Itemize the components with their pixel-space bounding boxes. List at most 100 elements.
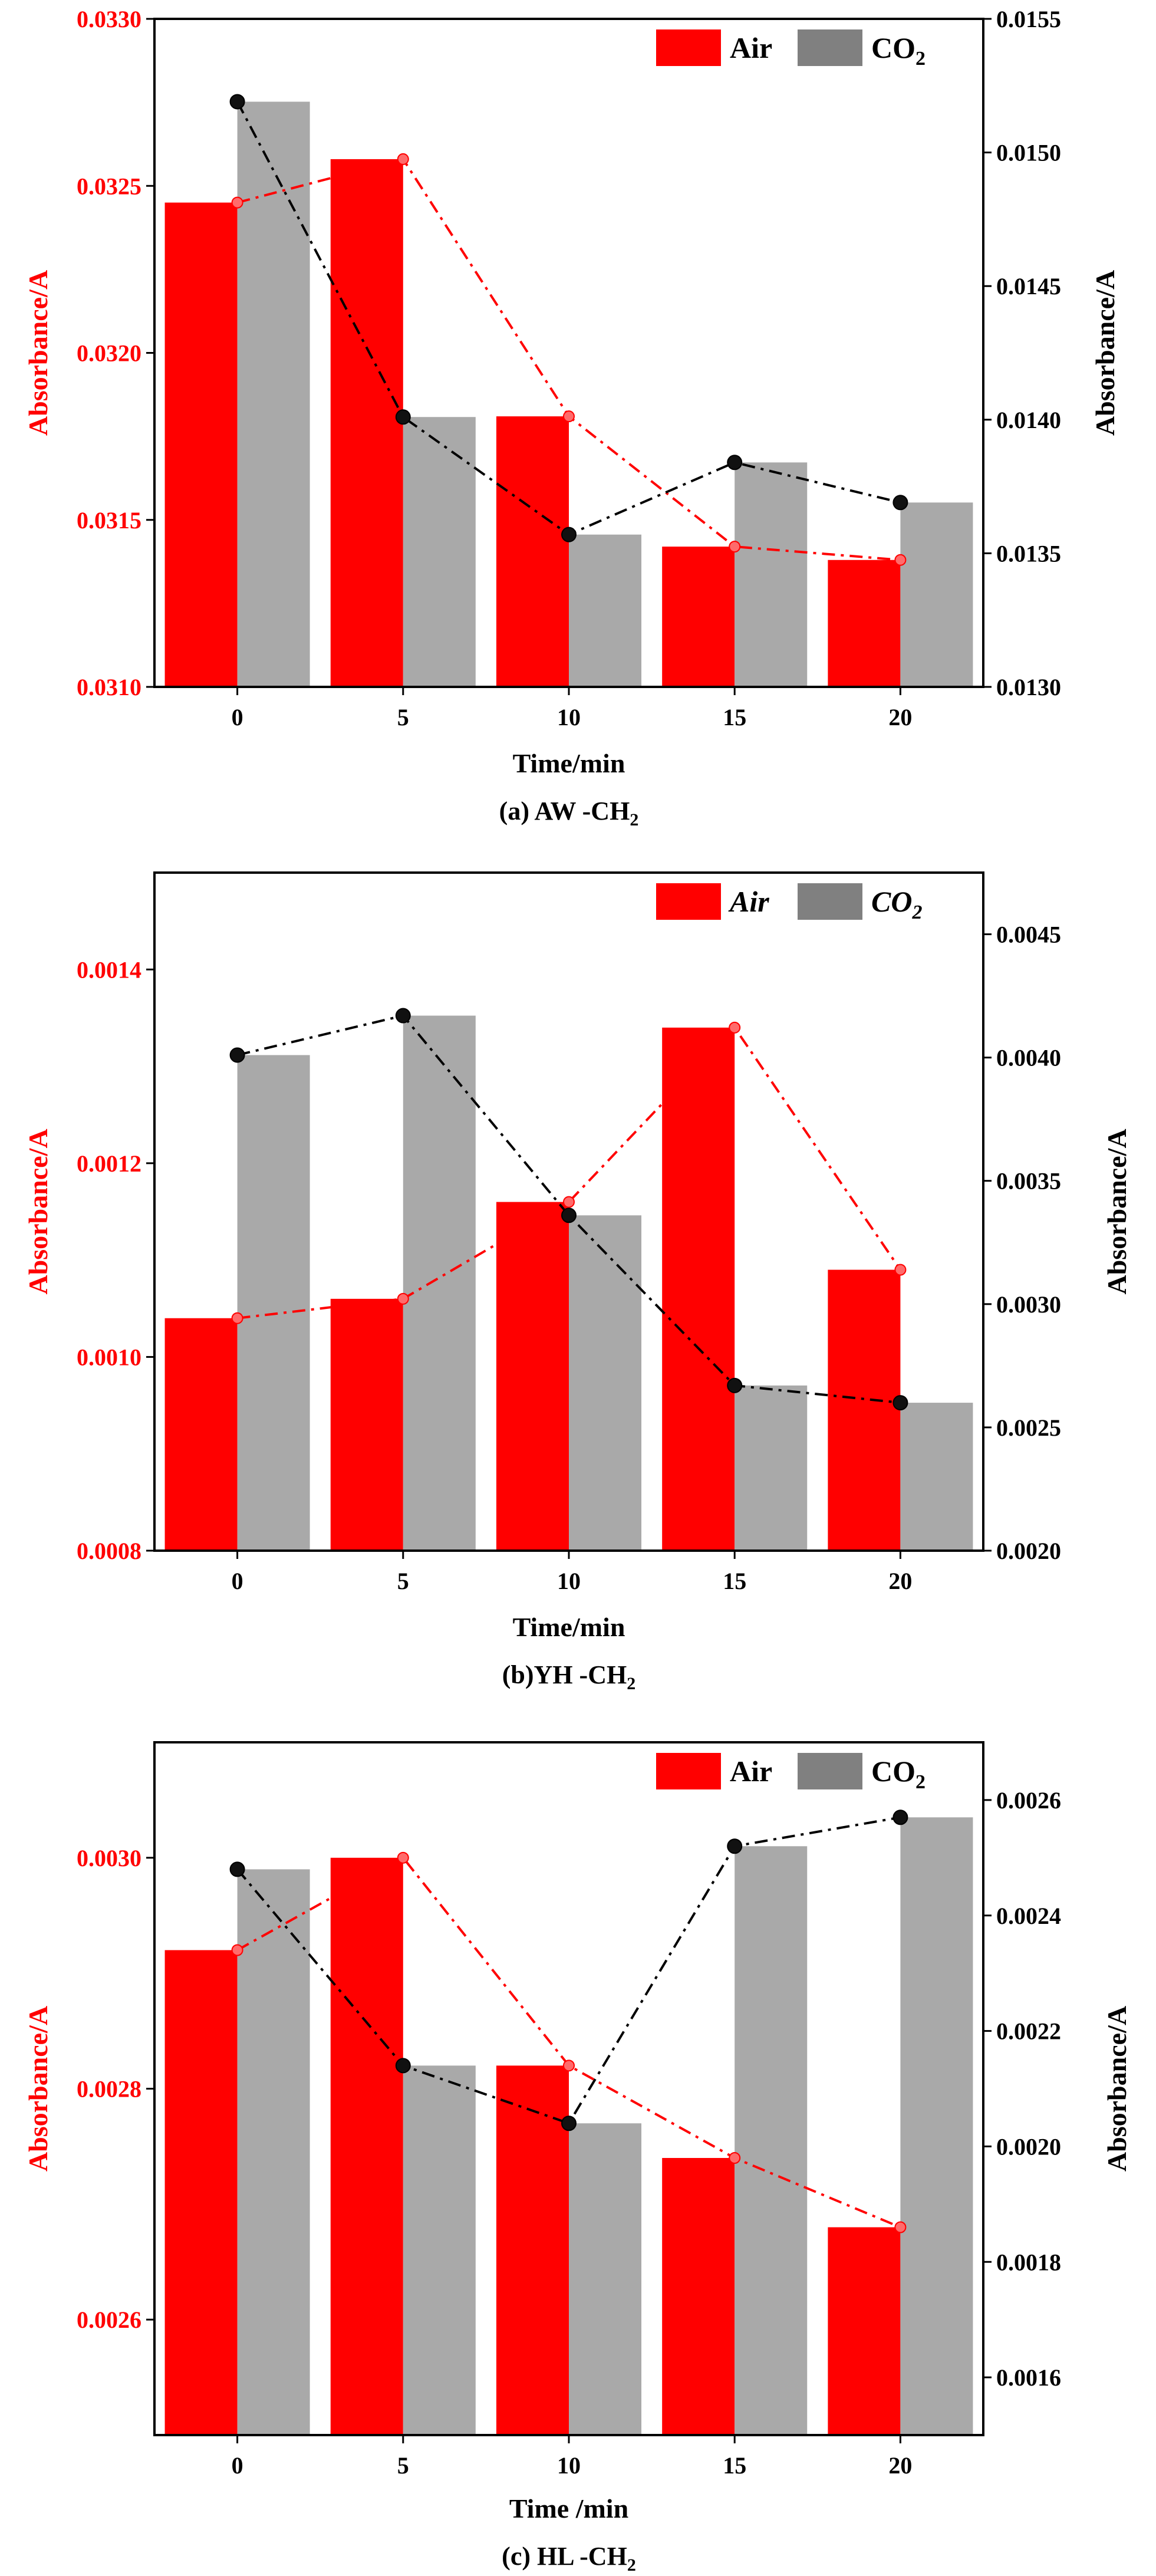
x-axis-label: Time/min bbox=[513, 1612, 625, 1642]
air-point bbox=[397, 1292, 409, 1305]
co2-bar bbox=[569, 534, 642, 687]
air-point bbox=[894, 1264, 907, 1276]
right-tick-label: 0.0140 bbox=[996, 407, 1061, 433]
right-tick-label: 0.0155 bbox=[996, 6, 1061, 32]
co2-bar bbox=[237, 101, 310, 687]
co2-bar bbox=[403, 2065, 476, 2435]
air-point bbox=[563, 1196, 575, 1208]
left-tick-label: 0.0008 bbox=[77, 1538, 141, 1564]
x-tick-label: 5 bbox=[397, 2452, 409, 2479]
x-tick-label: 15 bbox=[723, 2452, 746, 2479]
co2-point bbox=[727, 1377, 743, 1393]
right-tick-label: 0.0022 bbox=[996, 2018, 1061, 2045]
co2-point bbox=[395, 2058, 411, 2074]
air-point bbox=[397, 153, 409, 165]
air-point bbox=[397, 1851, 409, 1864]
left-tick-label: 0.0014 bbox=[77, 956, 141, 983]
legend-air-label: Air bbox=[730, 1755, 772, 1788]
co2-bar bbox=[735, 1385, 808, 1551]
co2-bar bbox=[900, 502, 973, 687]
co2-bar bbox=[403, 417, 476, 687]
co2-point bbox=[229, 1047, 245, 1063]
left-axis-label: Absorbance/A bbox=[23, 270, 53, 436]
co2-point bbox=[561, 527, 577, 542]
co2-point bbox=[395, 1008, 411, 1024]
left-tick-label: 0.0310 bbox=[77, 674, 141, 700]
air-point bbox=[894, 2221, 907, 2233]
right-tick-label: 0.0016 bbox=[996, 2364, 1061, 2391]
air-bar bbox=[330, 1298, 403, 1551]
right-tick-label: 0.0040 bbox=[996, 1045, 1061, 1071]
air-bar bbox=[662, 547, 735, 687]
x-tick-label: 5 bbox=[397, 1568, 409, 1594]
right-tick-label: 0.0020 bbox=[996, 2133, 1061, 2160]
x-tick-label: 0 bbox=[232, 2452, 243, 2479]
chart-panel-3: 0 5 10 15 20 Time /min 0.0026 0.0028 0.0030 Absor… bbox=[23, 1741, 1132, 2575]
air-bar bbox=[164, 1318, 238, 1551]
x-axis-label: Time /min bbox=[509, 2493, 628, 2524]
co2-bar bbox=[900, 1403, 973, 1551]
x-axis-label: Time/min bbox=[513, 748, 625, 778]
legend-co2-label: CO2 bbox=[871, 1755, 926, 1793]
left-tick-label: 0.0325 bbox=[77, 173, 141, 199]
co2-bar bbox=[569, 1215, 642, 1551]
co2-bar bbox=[237, 1869, 310, 2435]
right-tick-label: 0.0030 bbox=[996, 1291, 1061, 1318]
co2-bar bbox=[900, 1817, 973, 2435]
legend-air-swatch bbox=[656, 1753, 721, 1789]
x-tick-label: 10 bbox=[557, 2452, 581, 2479]
right-axis-label: Absorbance/A bbox=[1090, 270, 1120, 436]
legend-air-label: Air bbox=[728, 885, 769, 918]
left-axis-label: Absorbance/A bbox=[23, 1129, 53, 1294]
legend-co2-label: CO2 bbox=[871, 31, 926, 70]
right-tick-label: 0.0024 bbox=[996, 1903, 1061, 1929]
air-point bbox=[894, 554, 907, 566]
left-axis-label: Absorbance/A bbox=[23, 2006, 53, 2172]
right-tick-label: 0.0045 bbox=[996, 922, 1061, 948]
right-tick-label: 0.0025 bbox=[996, 1414, 1061, 1441]
x-tick-label: 5 bbox=[397, 704, 409, 731]
air-point bbox=[231, 196, 243, 209]
right-axis-label: Absorbance/A bbox=[1102, 2006, 1132, 2172]
legend-co2-label: CO2 bbox=[871, 885, 922, 923]
left-tick-label: 0.0330 bbox=[77, 6, 141, 32]
air-point bbox=[729, 1021, 741, 1034]
air-point bbox=[563, 2060, 575, 2072]
right-tick-label: 0.0135 bbox=[996, 540, 1061, 567]
air-point bbox=[729, 2152, 741, 2164]
co2-point bbox=[727, 455, 743, 471]
legend-co2-swatch bbox=[798, 29, 862, 66]
co2-point bbox=[892, 1395, 908, 1411]
left-tick-label: 0.0012 bbox=[77, 1150, 141, 1177]
right-tick-label: 0.0020 bbox=[996, 1538, 1061, 1564]
co2-bar bbox=[237, 1055, 310, 1551]
legend-air-swatch bbox=[656, 29, 721, 66]
left-tick-label: 0.0028 bbox=[77, 2076, 141, 2103]
air-bar bbox=[164, 1950, 238, 2435]
chart-panel-1: 0 5 10 15 20 Time/min 0.0310 0.0315 0.0320 0.0325… bbox=[23, 6, 1120, 830]
left-tick-label: 0.0026 bbox=[77, 2307, 141, 2333]
air-point bbox=[231, 1944, 243, 1956]
right-tick-label: 0.0035 bbox=[996, 1168, 1061, 1195]
x-tick-label: 20 bbox=[888, 2452, 912, 2479]
left-tick-label: 0.0315 bbox=[77, 507, 141, 534]
air-series-line bbox=[237, 1025, 902, 1320]
air-bar bbox=[828, 1269, 901, 1551]
air-bar bbox=[496, 416, 569, 687]
x-tick-label: 10 bbox=[557, 1568, 581, 1594]
right-tick-label: 0.0026 bbox=[996, 1787, 1061, 1814]
air-bar bbox=[164, 202, 238, 687]
air-bar bbox=[330, 1857, 403, 2435]
co2-point bbox=[229, 1861, 245, 1877]
co2-point bbox=[727, 1838, 743, 1854]
co2-point bbox=[229, 94, 245, 110]
x-tick-label: 15 bbox=[723, 1568, 746, 1594]
panel-caption: (c) HL -CH2 bbox=[502, 2542, 636, 2575]
air-bar bbox=[496, 2065, 569, 2435]
co2-bar bbox=[403, 1015, 476, 1551]
co2-series-line bbox=[237, 1014, 901, 1404]
air-bar bbox=[662, 2158, 735, 2435]
x-tick-label: 20 bbox=[888, 704, 912, 731]
x-tick-label: 0 bbox=[232, 1568, 243, 1594]
